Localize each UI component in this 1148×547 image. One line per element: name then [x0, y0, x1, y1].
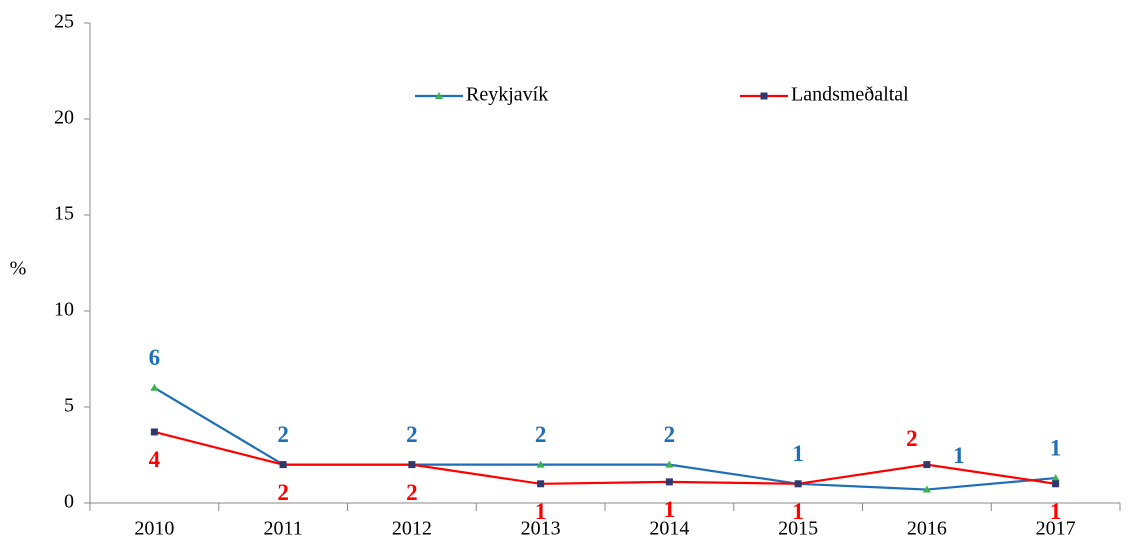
data-label: 2	[664, 422, 676, 447]
marker	[1052, 480, 1060, 488]
marker	[1051, 474, 1060, 482]
marker	[923, 461, 931, 469]
data-label: 1	[1050, 435, 1062, 460]
data-label: 4	[149, 447, 161, 472]
data-label: 1	[792, 499, 804, 524]
x-tick-label: 2011	[263, 518, 302, 540]
data-label: 2	[535, 422, 547, 447]
line	[153, 386, 1056, 491]
legend-label: Reykjavík	[466, 84, 548, 106]
marker	[794, 480, 802, 488]
line	[154, 430, 1056, 485]
y-tick-label: 20	[54, 107, 74, 129]
data-label: 1	[792, 441, 804, 466]
legend-label: Landsmeðaltal	[791, 84, 909, 106]
data-label: 2	[406, 480, 418, 505]
data-label: 2	[406, 422, 418, 447]
data-label: 1	[953, 443, 965, 468]
y-tick-label: 0	[64, 491, 74, 513]
marker	[665, 460, 674, 468]
data-label: 6	[149, 345, 161, 370]
data-label: 2	[277, 422, 289, 447]
y-tick-label: 15	[54, 203, 74, 225]
x-tick-label: 2012	[392, 518, 432, 540]
y-tick-label: 10	[54, 299, 74, 321]
marker	[279, 461, 287, 469]
x-tick-label: 2014	[649, 518, 689, 540]
x-tick-label: 2015	[778, 518, 818, 540]
marker	[665, 478, 673, 486]
y-tick-label: 25	[54, 11, 74, 33]
marker	[922, 485, 931, 493]
data-label: 1	[664, 497, 676, 522]
data-label: 2	[906, 426, 918, 451]
x-tick-label: 2013	[521, 518, 561, 540]
marker	[150, 383, 159, 391]
y-tick-label: 5	[64, 395, 74, 417]
data-label: 2	[277, 480, 289, 505]
x-tick-label: 2016	[907, 518, 947, 540]
legend-marker	[760, 92, 768, 100]
y-axis-label: %	[10, 258, 27, 280]
marker	[150, 428, 158, 436]
marker	[536, 460, 545, 468]
x-tick-label: 2017	[1036, 518, 1076, 540]
data-label: 1	[1050, 499, 1062, 524]
data-label: 1	[535, 499, 547, 524]
marker	[408, 461, 416, 469]
x-tick-label: 2010	[134, 518, 174, 540]
marker	[537, 480, 545, 488]
legend-marker	[435, 92, 443, 99]
